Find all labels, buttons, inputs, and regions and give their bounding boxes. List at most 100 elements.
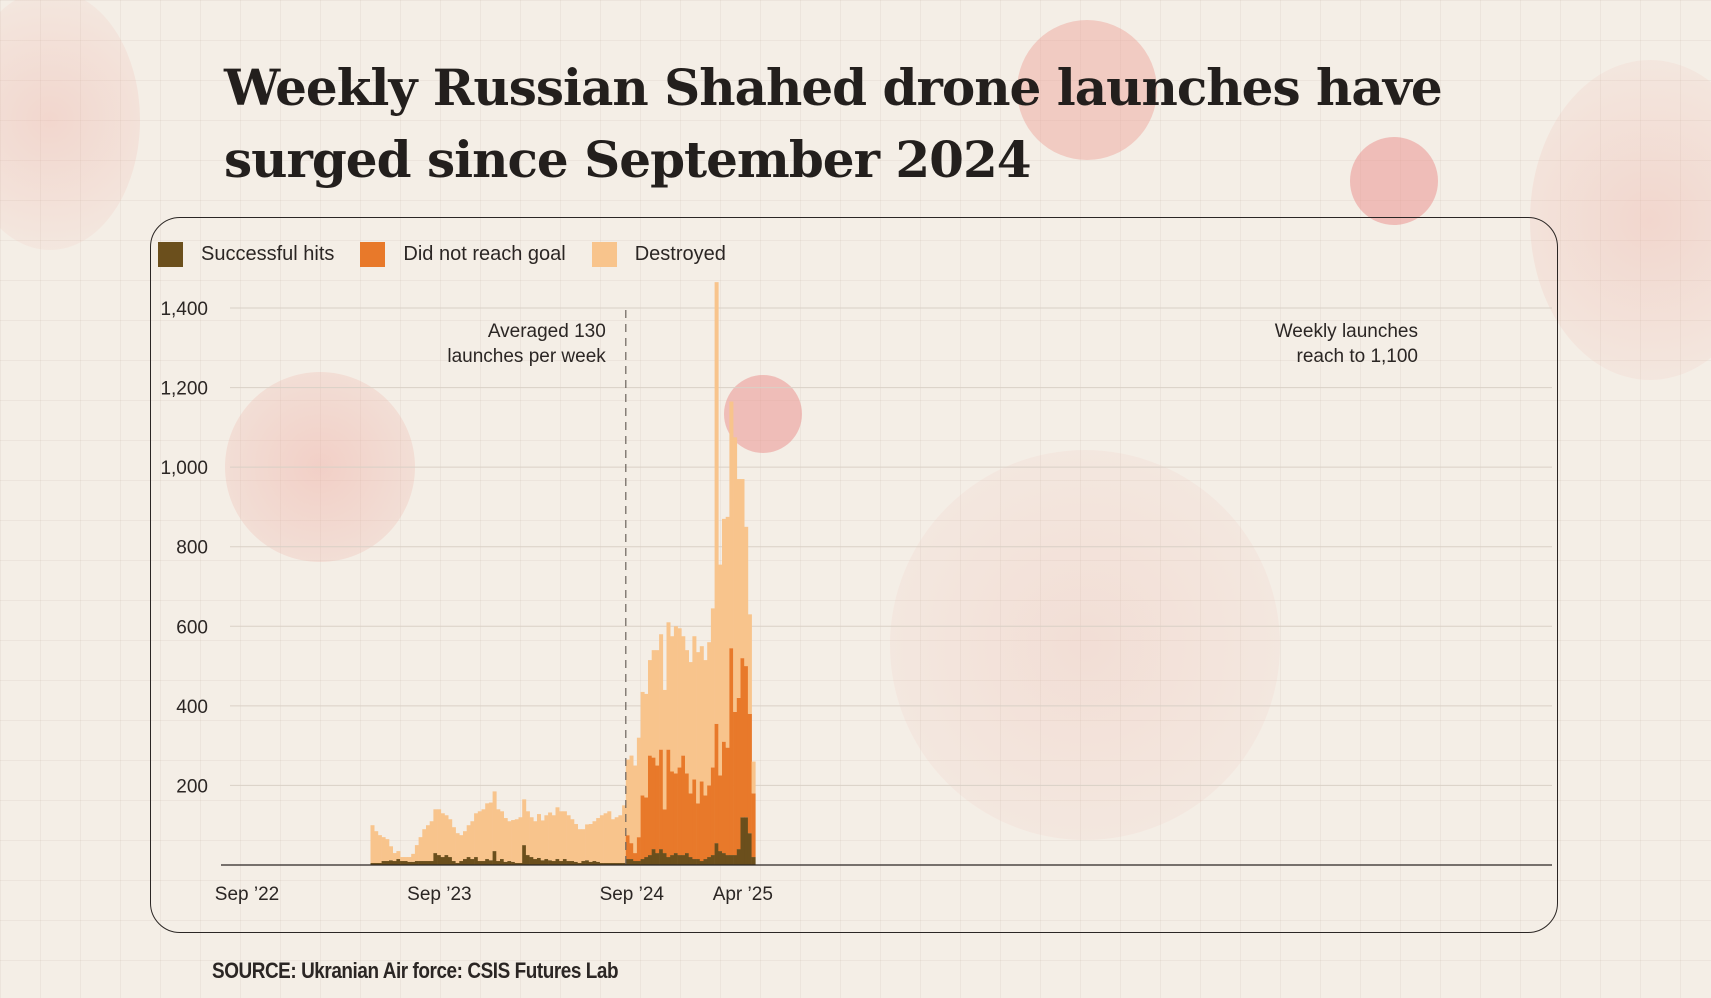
chart-title-line2: surged since September 2024 [224,130,1032,189]
bar-hits [577,863,582,865]
x-tick-label: Sep ’23 [407,884,471,905]
decorative-circle [1350,137,1438,225]
bar-hits [548,860,553,865]
bar-hits [514,863,519,865]
bar-destroyed [422,829,427,862]
bar-not-reach [714,723,719,844]
bar-destroyed [729,401,734,649]
y-tick-label: 1,400 [160,299,208,320]
bar-not-reach [710,767,715,856]
bar-destroyed [581,829,586,862]
legend-item-not-reach: Did not reach goal [360,242,566,267]
annotation-line2: reach to 1,100 [1297,346,1418,367]
bar-hits [426,861,430,865]
bar-destroyed [622,805,627,864]
bar-not-reach [662,809,667,854]
bar-not-reach [699,781,704,862]
bar-hits [710,855,715,865]
bar-hits [400,861,405,865]
bar-destroyed [529,817,534,858]
bar-destroyed [703,660,708,796]
bar-hits [500,859,504,865]
bar-destroyed [596,818,601,862]
y-tick-label: 200 [176,776,208,797]
bar-hits [440,857,445,865]
bar-hits [429,861,434,865]
bar-destroyed [733,437,738,712]
bar-destroyed [599,815,604,864]
bar-destroyed [688,662,693,794]
bar-destroyed [577,829,582,864]
bar-not-reach [744,666,749,818]
bar-not-reach [692,779,697,860]
bar-hits [622,863,627,865]
bar-destroyed [559,811,564,862]
bar-destroyed [740,479,745,659]
bar-destroyed [544,815,549,860]
bar-destroyed [418,837,423,862]
bar-hits [444,855,449,865]
bar-not-reach [625,835,630,860]
bar-not-reach [751,793,756,858]
bar-destroyed [451,827,456,862]
bar-destroyed [440,813,445,858]
bar-destroyed [522,799,527,846]
bar-hits [740,817,745,865]
bar-hits [414,861,419,865]
x-tick-label: Apr ’25 [713,884,773,905]
bar-hits [733,855,738,865]
bar-destroyed [426,825,430,862]
bar-destroyed [570,819,575,862]
legend-label-not-reach: Did not reach goal [403,243,566,265]
legend-item-destroyed: Destroyed [591,242,726,267]
bar-hits [644,857,649,865]
bar-hits [566,861,571,865]
bar-destroyed [537,814,541,858]
bar-destroyed [555,807,560,860]
bar-not-reach [688,793,693,858]
bar-destroyed [633,765,638,854]
bar-hits [714,843,719,865]
bar-not-reach [725,747,730,856]
bar-hits [659,849,664,865]
bar-hits [718,851,723,865]
bar-destroyed [514,819,519,864]
y-tick-label: 600 [176,617,208,638]
bar-hits [492,851,497,865]
bar-destroyed [747,614,752,714]
bar-hits [699,861,704,865]
bar-hits [607,863,612,865]
bar-destroyed [444,815,449,856]
bar-hits [681,855,686,865]
bar-destroyed [574,824,578,862]
bar-destroyed [603,813,608,864]
bar-destroyed [725,516,730,748]
bar-destroyed [677,628,682,768]
bar-hits [747,833,752,865]
bar-destroyed [374,831,379,864]
bar-not-reach [707,785,712,858]
bar-hits [736,849,741,865]
bar-hits [603,863,608,865]
bar-destroyed [492,791,497,852]
bar-destroyed [411,853,416,862]
bar-hits [722,853,726,865]
legend-item-hits: Successful hits [158,242,334,267]
bar-destroyed [429,821,434,862]
bar-not-reach [696,803,701,860]
decorative-circle [1017,20,1157,160]
bar-hits [725,855,730,865]
bar-hits [633,861,638,865]
bar-hits [522,845,527,865]
bar-hits [437,855,442,865]
bar-destroyed [377,835,382,864]
bar-destroyed [614,817,619,864]
bar-hits [518,863,523,865]
bar-destroyed [714,282,719,724]
bar-destroyed [640,691,645,796]
bar-hits [651,849,656,865]
bar-not-reach [677,767,682,856]
bar-destroyed [592,821,597,862]
bar-hits [503,861,508,865]
bar-hits [529,857,534,865]
